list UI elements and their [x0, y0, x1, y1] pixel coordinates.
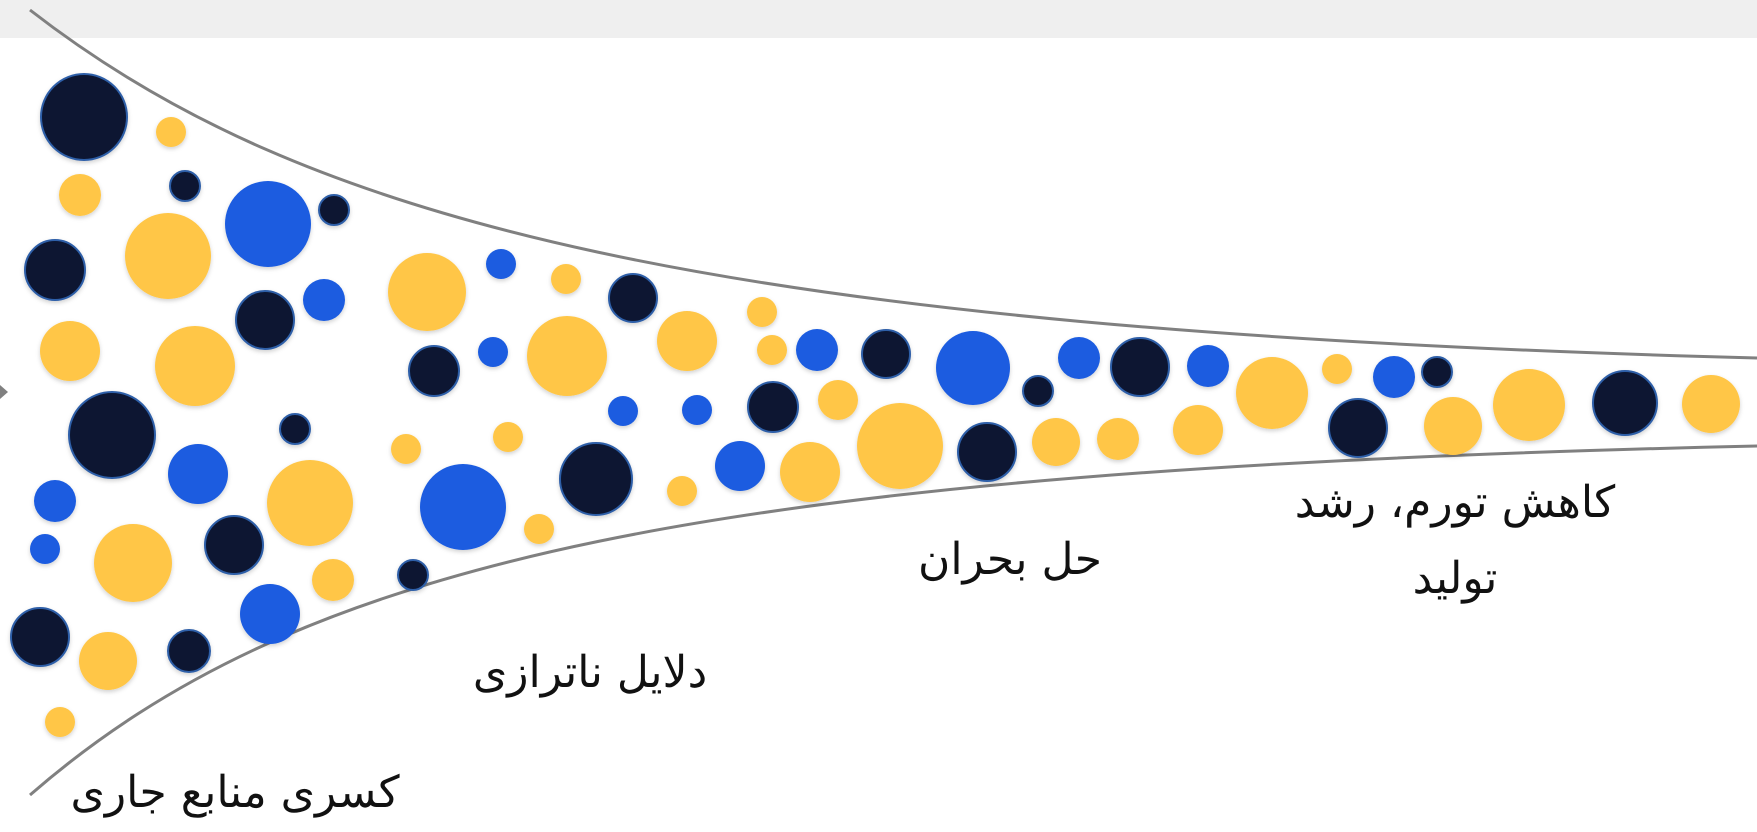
bubble-blue — [1373, 356, 1415, 398]
bubble-yellow — [45, 707, 75, 737]
bubble-yellow — [524, 514, 554, 544]
bubble-blue — [486, 249, 516, 279]
bubble-blue — [30, 534, 60, 564]
bubble-navy — [408, 345, 460, 397]
bubble-blue — [34, 480, 76, 522]
bubble-yellow — [1236, 357, 1308, 429]
bubble-yellow — [1097, 418, 1139, 460]
bubble-yellow — [1322, 354, 1352, 384]
bubble-navy — [1421, 356, 1453, 388]
bubble-blue — [936, 331, 1010, 405]
bubble-blue — [240, 584, 300, 644]
bubble-yellow — [757, 335, 787, 365]
bubble-navy — [204, 515, 264, 575]
bubble-yellow — [493, 422, 523, 452]
bubble-navy — [10, 607, 70, 667]
bubble-yellow — [667, 476, 697, 506]
stage-label-crisis-resolution: حل بحران — [918, 534, 1102, 585]
bubble-navy — [861, 329, 911, 379]
bubble-navy — [559, 442, 633, 516]
bubble-yellow — [79, 632, 137, 690]
bubble-blue — [1187, 345, 1229, 387]
bubble-yellow — [59, 174, 101, 216]
bubble-blue — [1058, 337, 1100, 379]
bubble-yellow — [156, 117, 186, 147]
bubble-blue — [303, 279, 345, 321]
bubble-navy — [167, 629, 211, 673]
funnel-bottom-curve — [29, 444, 1757, 797]
bubble-navy — [957, 422, 1017, 482]
bubble-yellow — [40, 321, 100, 381]
bubble-navy — [68, 391, 156, 479]
bubble-navy — [169, 170, 201, 202]
bubble-yellow — [388, 253, 466, 331]
bubble-yellow — [1493, 369, 1565, 441]
bubble-yellow — [155, 326, 235, 406]
bubble-navy — [318, 194, 350, 226]
bubble-navy — [1592, 370, 1658, 436]
stage-label-current-deficit: کسری منابع جاری — [70, 767, 400, 818]
bubble-navy — [747, 381, 799, 433]
bubble-navy — [24, 239, 86, 301]
bubble-blue — [682, 395, 712, 425]
bubble-yellow — [312, 559, 354, 601]
bubble-yellow — [780, 442, 840, 502]
bubble-blue — [715, 441, 765, 491]
bubble-navy — [1110, 337, 1170, 397]
bubble-blue — [796, 329, 838, 371]
bubble-yellow — [1682, 375, 1740, 433]
bubble-yellow — [1424, 397, 1482, 455]
bubble-navy — [235, 290, 295, 350]
bubble-navy — [279, 413, 311, 445]
bubble-blue — [478, 337, 508, 367]
bubble-yellow — [391, 434, 421, 464]
bubble-blue — [420, 464, 506, 550]
bubble-blue — [168, 444, 228, 504]
bubble-yellow — [125, 213, 211, 299]
bubble-navy — [40, 73, 128, 161]
bubble-yellow — [657, 311, 717, 371]
stage-label-inflation-reduction: کاهش تورم، رشد تولید — [1294, 477, 1616, 604]
top-header-band — [0, 0, 1757, 38]
bubble-navy — [1022, 375, 1054, 407]
bubble-blue — [608, 396, 638, 426]
stage-label-imbalance-causes: دلایل ناترازی — [472, 647, 708, 698]
bubble-navy — [608, 273, 658, 323]
bubble-cluster — [10, 73, 1740, 737]
bubble-blue — [225, 181, 311, 267]
bubble-yellow — [267, 460, 353, 546]
bubble-yellow — [1173, 405, 1223, 455]
bubble-yellow — [551, 264, 581, 294]
bubble-yellow — [527, 316, 607, 396]
bubble-yellow — [94, 524, 172, 602]
bubble-navy — [397, 559, 429, 591]
funnel-top-curve — [29, 8, 1757, 360]
left-edge-marker — [0, 385, 8, 399]
bubble-yellow — [1032, 418, 1080, 466]
bubble-yellow — [857, 403, 943, 489]
bubble-navy — [1328, 398, 1388, 458]
bubble-yellow — [747, 297, 777, 327]
bubble-yellow — [818, 380, 858, 420]
